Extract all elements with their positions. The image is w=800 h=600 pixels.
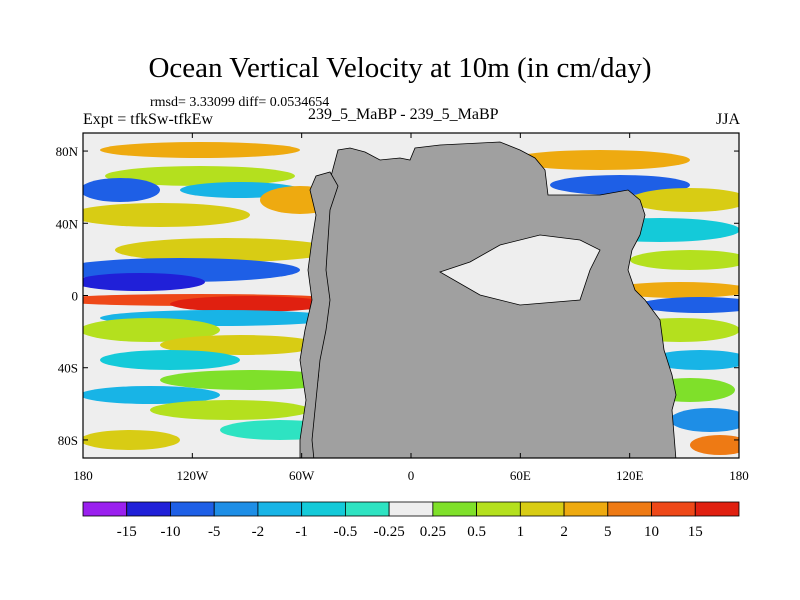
velocity-contour-band xyxy=(105,166,295,186)
velocity-contour-band xyxy=(670,408,739,432)
colorbar-swatch xyxy=(126,501,171,517)
colorbar-label: 5 xyxy=(604,524,612,540)
velocity-contour-band xyxy=(83,178,160,202)
colorbar-label: 2 xyxy=(560,524,568,540)
velocity-contour-band xyxy=(83,386,220,404)
y-tick-label: 80S xyxy=(58,433,78,448)
velocity-contour-band xyxy=(83,430,180,450)
x-tick-label: 120E xyxy=(616,468,644,483)
case-names-label: 239_5_MaBP - 239_5_MaBP xyxy=(308,106,499,123)
velocity-contour-band xyxy=(150,400,310,420)
colorbar-swatch xyxy=(170,501,215,517)
y-tick-label: 80N xyxy=(56,144,79,159)
colorbar-swatch xyxy=(563,501,609,517)
x-tick-label: 0 xyxy=(408,468,415,483)
velocity-contour-band xyxy=(630,250,739,270)
colorbar-swatch xyxy=(301,501,346,517)
rmsd-diff-label: rmsd= 3.33099 diff= 0.0534654 xyxy=(150,95,330,110)
y-tick-label: 40N xyxy=(56,216,79,231)
x-tick-label: 60W xyxy=(289,468,315,483)
map-plot-area xyxy=(83,133,739,458)
y-tick-label: 40S xyxy=(58,361,78,376)
colorbar-label: -0.5 xyxy=(334,524,358,540)
velocity-contour-band xyxy=(83,273,205,291)
colorbar-label: -15 xyxy=(117,524,137,540)
x-tick-label: 180 xyxy=(729,468,749,483)
colorbar-swatch xyxy=(607,501,652,517)
velocity-contour-band xyxy=(550,175,690,195)
colorbar-swatch xyxy=(388,501,434,517)
velocity-contour-band xyxy=(510,150,690,170)
colorbar-swatch xyxy=(694,501,740,517)
colorbar-label: 0.5 xyxy=(467,524,486,540)
land-mass-west xyxy=(299,171,339,458)
colorbar-swatch xyxy=(432,501,478,517)
chart-title: Ocean Vertical Velocity at 10m (in cm/da… xyxy=(148,52,652,84)
season-label: JJA xyxy=(716,111,741,128)
velocity-contour-band xyxy=(83,318,220,342)
experiment-label: Expt = tfkSw-tfkEw xyxy=(83,111,213,128)
velocity-contour-band xyxy=(100,142,300,158)
x-tick-label: 60E xyxy=(510,468,531,483)
velocity-contour-band xyxy=(610,282,739,298)
colorbar-label: 0.25 xyxy=(420,524,446,540)
colorbar-label: 15 xyxy=(688,524,703,540)
colorbar-swatch xyxy=(82,501,128,517)
velocity-contour-band xyxy=(115,238,335,262)
velocity-contour-band xyxy=(650,350,739,370)
colorbar-label: -5 xyxy=(208,524,221,540)
x-tick-label: 120W xyxy=(176,468,209,483)
velocity-contour-band xyxy=(170,296,330,312)
colorbar-label: -10 xyxy=(160,524,180,540)
velocity-contour-band xyxy=(160,335,320,355)
velocity-contour-band xyxy=(640,297,739,313)
y-tick-label: 0 xyxy=(72,289,79,304)
colorbar-label: -0.25 xyxy=(374,524,405,540)
x-tick-label: 180 xyxy=(73,468,93,483)
velocity-contour-band xyxy=(160,370,340,390)
velocity-contour-band xyxy=(83,203,250,227)
velocity-contour-band xyxy=(690,435,739,455)
colorbar-swatch xyxy=(213,501,259,517)
velocity-contour-band xyxy=(100,350,240,370)
colorbar-swatch xyxy=(651,501,696,517)
colorbar-swatch xyxy=(344,501,390,517)
colorbar-swatch xyxy=(519,501,565,517)
colorbar-label: -2 xyxy=(252,524,265,540)
inland-sea xyxy=(439,234,601,306)
colorbar-swatch xyxy=(257,501,303,517)
colorbar-label: 1 xyxy=(517,524,525,540)
colorbar-label: 10 xyxy=(644,524,659,540)
colorbar-swatch xyxy=(476,501,521,517)
colorbar-label: -1 xyxy=(295,524,308,540)
velocity-contour-band xyxy=(630,188,739,212)
